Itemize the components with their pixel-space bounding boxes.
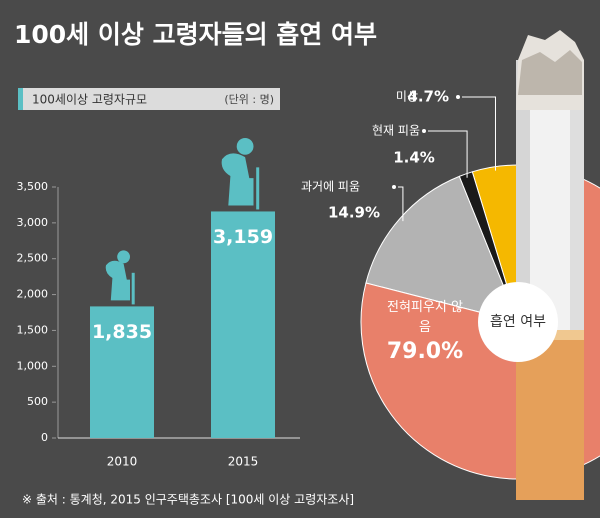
y-tick-label: 1,500 [17,323,49,336]
pie-title: 흡연 여부 [490,314,546,330]
leader-dot [456,95,460,99]
source: ※ 출처 : 통계청, 2015 인구주택총조사 [100세 이상 고령자조사] [22,493,354,507]
elder-icon [105,260,130,301]
leader-line [398,186,404,222]
y-tick-label: 2,000 [17,288,49,301]
y-tick-label: 500 [27,395,48,408]
bar [90,306,154,438]
unit: (단위 : 명) [224,93,274,106]
leader-dot [422,129,426,133]
value-label: 1,835 [92,321,152,343]
subtitle-box [18,88,280,110]
slice-value: 1.4% [393,149,435,167]
pie-center [478,282,558,362]
slice-value: 4.7% [407,88,449,106]
cigarette [516,30,584,500]
elder-head [236,137,254,155]
slice-value: 14.9% [328,204,380,222]
slice-label: 현재 피움 [372,124,420,138]
elder-icon [221,153,254,206]
leader-dot [392,185,396,189]
elder-head [117,250,130,264]
pie-slice [365,175,519,323]
x-tick-label: 2010 [107,455,138,469]
y-tick-label: 3,000 [17,216,49,229]
y-tick-label: 1,000 [17,359,49,372]
leader-line [428,130,468,178]
bar [211,211,275,438]
bar-title: 100세이상 고령자규모 [32,93,147,107]
slice-label: 전혀피우지 않음 [387,300,463,335]
y-tick-label: 3,500 [17,180,49,193]
subtitle-accent [18,88,23,110]
overlay: 미상4.7% 현재 피움 1.4% 과거에 피움 14.9% 79.0% 흡연 여부 [301,88,558,364]
slice-label: 미상 [396,90,418,104]
x-tick-label: 2015 [228,455,259,469]
slice-value: 79.0% [387,339,463,364]
y-tick-label: 0 [41,431,48,444]
page-title: 100세 이상 고령자들의 흡연 여부 [14,20,377,49]
leader-line [462,96,496,171]
value-label: 3,159 [213,226,273,248]
slice-label: 과거에 피움 [301,180,360,194]
y-tick-label: 2,500 [17,252,49,265]
